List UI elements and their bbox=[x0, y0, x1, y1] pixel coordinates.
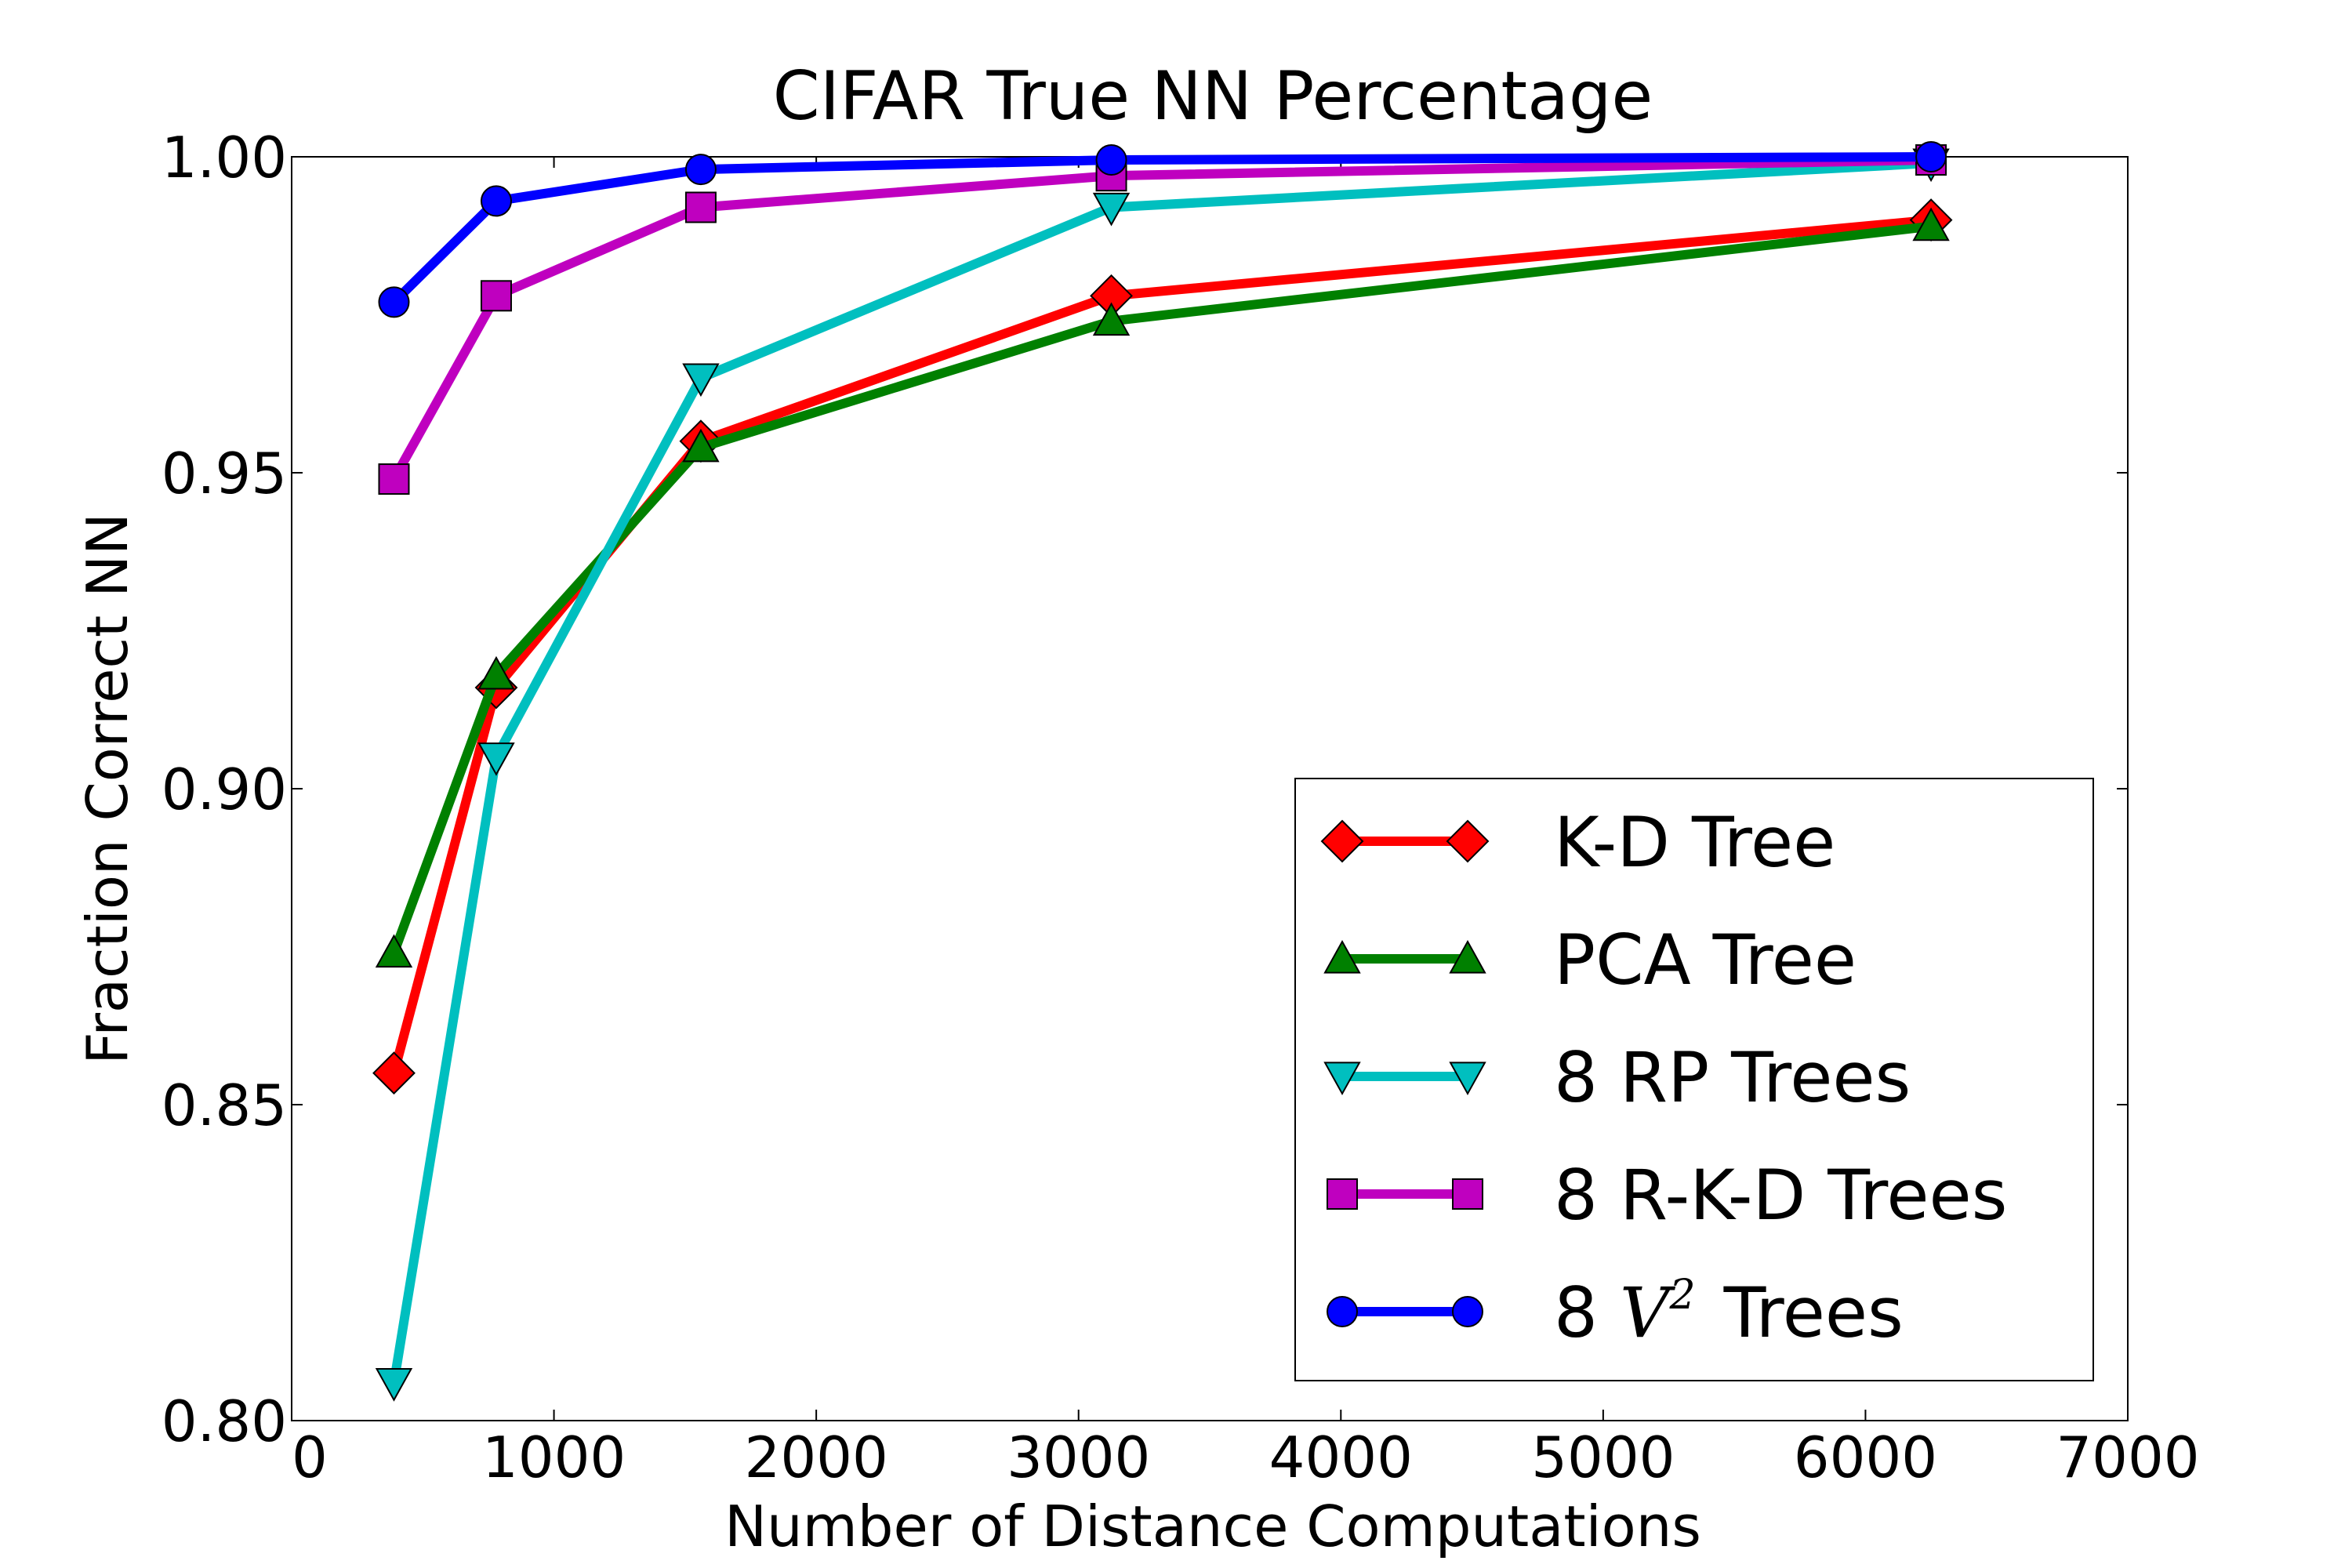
legend-label: 8 RP Trees bbox=[1554, 1037, 1911, 1118]
legend-marker bbox=[1327, 1178, 1358, 1210]
data-point bbox=[480, 185, 512, 217]
legend-marker bbox=[1320, 819, 1364, 863]
data-point bbox=[378, 463, 410, 495]
x-tick-label: 6000 bbox=[1794, 1425, 1937, 1490]
data-point bbox=[375, 1368, 413, 1402]
x-tick-label: 1000 bbox=[482, 1425, 626, 1490]
legend-marker bbox=[1449, 939, 1486, 974]
x-axis: 0 1000 2000 3000 4000 5000 6000 7000 bbox=[291, 157, 2200, 1490]
legend-label: 8 V2 Trees bbox=[1554, 1272, 1904, 1353]
data-point bbox=[372, 1051, 416, 1095]
data-point bbox=[1095, 144, 1127, 176]
x-axis-label: Number of Distance Computations bbox=[724, 1494, 1701, 1559]
data-point bbox=[1915, 141, 1947, 172]
legend-label: PCA Tree bbox=[1554, 920, 1857, 1000]
data-point bbox=[682, 363, 720, 397]
legend-marker bbox=[1452, 1296, 1483, 1327]
x-tick-label: 5000 bbox=[1531, 1425, 1675, 1490]
x-tick-label: 4000 bbox=[1269, 1425, 1413, 1490]
y-axis: 0.80 0.85 0.90 0.95 1.00 bbox=[162, 125, 2128, 1454]
legend-item: 8 V2 Trees bbox=[1327, 1272, 1904, 1353]
legend-item: 8 RP Trees bbox=[1323, 1037, 1911, 1118]
x-tick-label: 3000 bbox=[1007, 1425, 1150, 1490]
series-1 bbox=[375, 207, 1950, 968]
y-axis-label: Fraction Correct NN bbox=[74, 513, 140, 1065]
legend-marker bbox=[1323, 1062, 1361, 1096]
data-point bbox=[477, 742, 515, 776]
series-4 bbox=[378, 141, 1947, 318]
series-layer bbox=[372, 141, 1953, 1402]
x-tick-label: 2000 bbox=[745, 1425, 888, 1490]
legend-marker bbox=[1446, 819, 1490, 863]
x-tick-label: 7000 bbox=[2056, 1425, 2199, 1490]
y-tick-label: 0.80 bbox=[162, 1388, 287, 1454]
y-tick-label: 0.95 bbox=[162, 441, 287, 506]
legend-label: 8 R-K-D Trees bbox=[1554, 1155, 2007, 1236]
chart-title: CIFAR True NN Percentage bbox=[773, 57, 1653, 136]
data-point bbox=[1092, 192, 1131, 227]
legend: K-D Tree PCA Tree 8 RP Trees 8 R-K-D Trees 8… bbox=[1294, 778, 2094, 1381]
y-tick-label: 0.85 bbox=[162, 1073, 287, 1138]
x-tick-label: 0 bbox=[292, 1425, 328, 1490]
legend-item: 8 R-K-D Trees bbox=[1327, 1155, 2007, 1236]
legend-label-suffix: Trees bbox=[1723, 1272, 1904, 1353]
legend-marker bbox=[1323, 939, 1361, 974]
legend-item: K-D Tree bbox=[1320, 802, 1835, 883]
data-point bbox=[684, 191, 717, 223]
legend-marker bbox=[1327, 1296, 1358, 1327]
legend-label-sup: 2 bbox=[1669, 1272, 1696, 1319]
legend-label: K-D Tree bbox=[1554, 802, 1835, 883]
legend-marker bbox=[1449, 1062, 1486, 1096]
data-point bbox=[378, 286, 410, 318]
data-point bbox=[682, 428, 720, 463]
data-point bbox=[375, 934, 413, 968]
data-point bbox=[684, 154, 717, 186]
legend-label-symbol: V bbox=[1620, 1272, 1676, 1353]
legend-item: PCA Tree bbox=[1323, 920, 1857, 1000]
data-point bbox=[1092, 302, 1131, 336]
data-point bbox=[480, 280, 512, 312]
y-tick-label: 0.90 bbox=[162, 757, 287, 822]
legend-marker bbox=[1452, 1178, 1483, 1210]
data-point bbox=[477, 655, 515, 690]
y-tick-label: 1.00 bbox=[162, 125, 287, 191]
series-2 bbox=[375, 148, 1950, 1402]
data-point bbox=[1912, 207, 1950, 241]
legend-label-prefix: 8 bbox=[1554, 1272, 1620, 1353]
